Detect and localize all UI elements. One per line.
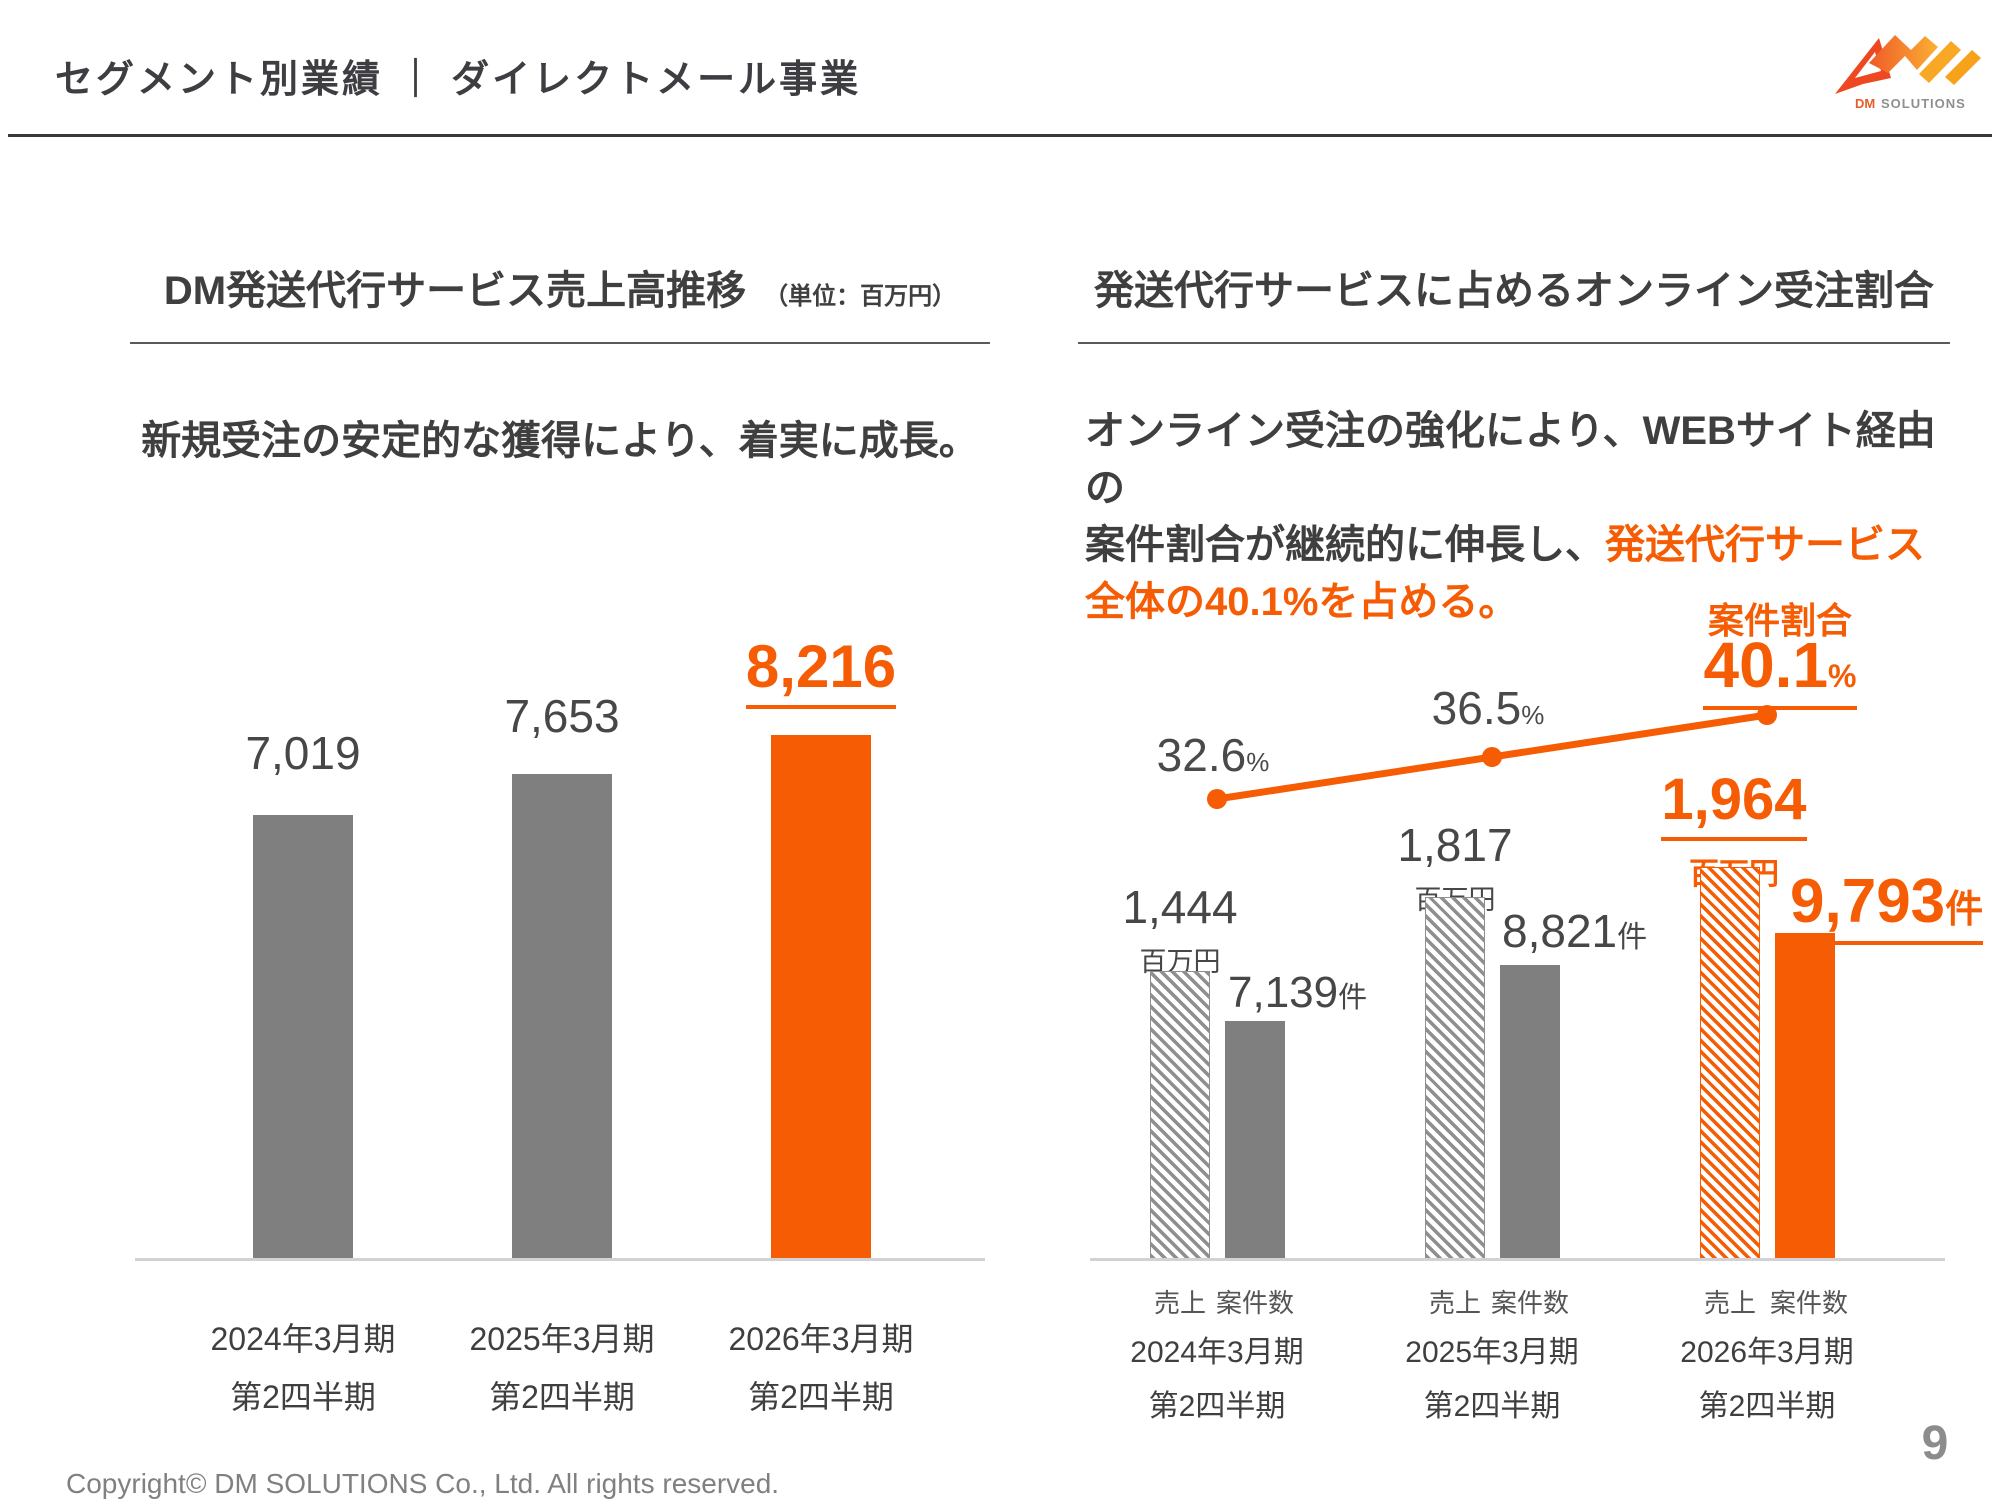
right-xlabel-2025-l2: 第2四半期 xyxy=(1423,1390,1561,1423)
right-xlabel-2024-l2: 第2四半期 xyxy=(1148,1390,1286,1423)
count-2026: 9,793件 xyxy=(1790,866,1984,945)
sales-amt-2026-underlined: 1,964 xyxy=(1661,766,1807,841)
left-chart-title: DM発送代行サービス売上高推移 xyxy=(163,269,747,313)
right-lead-l2-black: 案件割合が継続的に伸長し、 xyxy=(1085,523,1605,567)
ratio-2024-num: 32.6 xyxy=(1156,729,1247,781)
count-2024-unit: 件 xyxy=(1338,982,1368,1014)
right-lead-l1: オンライン受注の強化により、WEBサイト経由の xyxy=(1085,409,1936,510)
logo-mark-icon xyxy=(1835,35,1981,94)
page-number: 9 xyxy=(1921,1417,1949,1470)
right-xlabel-2025: 2025年3月期 第2四半期 xyxy=(1362,1326,1622,1434)
sales-amt-2025-num: 1,817 xyxy=(1397,819,1513,871)
header-divider xyxy=(8,134,1992,137)
logo-text-dm: DM xyxy=(1855,96,1875,111)
left-chart-title-row: DM発送代行サービス売上高推移 （単位：百万円） xyxy=(130,258,990,316)
bar-sales-2025 xyxy=(1425,897,1485,1259)
right-chart-title: 発送代行サービスに占めるオンライン受注割合 xyxy=(1094,269,1934,313)
count-2026-num: 9,793 xyxy=(1790,867,1946,936)
ratio-point-2025 xyxy=(1482,747,1502,767)
series-label-sales-2024: 売上 xyxy=(1153,1288,1206,1318)
ratio-value-2025: 36.5% xyxy=(1373,681,1603,735)
left-xlabel-2025: 2025年3月期 第2四半期 xyxy=(432,1310,692,1426)
ratio-2025-sign: % xyxy=(1521,700,1545,730)
sales-amt-2024: 1,444 百万円 xyxy=(1080,880,1280,979)
bar-revenue-2025 xyxy=(512,774,612,1259)
series-label-count-2026: 案件数 xyxy=(1769,1288,1848,1318)
ratio-value-2026: 40.1% xyxy=(1660,628,1900,710)
ratio-2024-sign: % xyxy=(1246,747,1270,777)
dm-solutions-logo: DM SOLUTIONS xyxy=(1835,35,1981,111)
series-label-sales-2026: 売上 xyxy=(1703,1288,1756,1318)
left-chart-unit-note: （単位：百万円） xyxy=(764,283,957,310)
ratio-2026-num: 40.1 xyxy=(1703,629,1829,701)
count-2025-num: 8,821 xyxy=(1502,905,1618,957)
bar-sales-2024 xyxy=(1150,971,1210,1259)
left-xlabel-2026-l1: 2026年3月期 xyxy=(728,1321,914,1357)
count-2024: 7,139件 xyxy=(1228,968,1367,1018)
ratio-2026-sign: % xyxy=(1828,658,1857,694)
bar-revenue-2026 xyxy=(771,735,871,1259)
right-xlabel-2026: 2026年3月期 第2四半期 xyxy=(1637,1326,1897,1434)
sales-value-2026-underlined: 8,216 xyxy=(745,632,897,709)
left-xlabel-2025-l2: 第2四半期 xyxy=(489,1379,635,1415)
right-xlabel-2026-l1: 2026年3月期 xyxy=(1680,1336,1854,1369)
ratio-value-2024: 32.6% xyxy=(1098,728,1328,782)
ratio-point-2024 xyxy=(1207,789,1227,809)
left-lead-text: 新規受注の安定的な獲得により、着実に成長。 xyxy=(141,419,979,463)
right-lead-l3-orange: 全体の40.1%を占める。 xyxy=(1085,580,1519,624)
bar-count-2024 xyxy=(1225,1021,1285,1259)
right-xlabel-2025-l1: 2025年3月期 xyxy=(1405,1336,1579,1369)
count-2024-num: 7,139 xyxy=(1228,968,1339,1017)
bar-count-2025 xyxy=(1500,965,1560,1259)
logo-text-solutions: SOLUTIONS xyxy=(1881,96,1966,111)
right-chart-title-row: 発送代行サービスに占めるオンライン受注割合 xyxy=(1078,258,1950,316)
sales-value-2024: 7,019 xyxy=(245,727,361,779)
ratio-line-chart xyxy=(1207,705,1777,809)
right-lead-l2-orange: 発送代行サービス xyxy=(1605,523,1925,567)
count-2026-unit: 件 xyxy=(1945,889,1984,931)
right-xlabel-2026-l2: 第2四半期 xyxy=(1698,1390,1836,1423)
sales-value-2025: 7,653 xyxy=(504,690,620,742)
series-label-count-2025: 案件数 xyxy=(1490,1288,1569,1318)
ratio-point-2026 xyxy=(1757,705,1777,725)
left-title-underline xyxy=(130,342,990,344)
bar-sales-2026 xyxy=(1700,867,1760,1259)
bar-revenue-2024 xyxy=(253,815,353,1259)
series-label-sales-2025: 売上 xyxy=(1428,1288,1481,1318)
right-xlabel-2024: 2024年3月期 第2四半期 xyxy=(1087,1326,1347,1434)
left-xlabel-2026-l2: 第2四半期 xyxy=(748,1379,894,1415)
copyright-text: Copyright© DM SOLUTIONS Co., Ltd. All ri… xyxy=(66,1468,780,1499)
bar-count-2026 xyxy=(1775,933,1835,1259)
count-2025: 8,821件 xyxy=(1502,904,1647,958)
ratio-2025-num: 36.5 xyxy=(1431,682,1522,734)
page-title: セグメント別業績 ｜ ダイレクトメール事業 xyxy=(55,59,862,101)
left-xlabel-2024: 2024年3月期 第2四半期 xyxy=(173,1310,433,1426)
left-chart-axis xyxy=(135,1258,985,1261)
left-xlabel-2024-l2: 第2四半期 xyxy=(230,1379,376,1415)
left-xlabel-2024-l1: 2024年3月期 xyxy=(210,1321,396,1357)
right-chart-axis xyxy=(1090,1258,1945,1261)
left-xlabel-2025-l1: 2025年3月期 xyxy=(469,1321,655,1357)
ratio-value-2026-underlined: 40.1% xyxy=(1703,628,1857,710)
right-title-underline xyxy=(1078,342,1950,344)
series-label-count-2024: 案件数 xyxy=(1215,1288,1294,1318)
right-xlabel-2024-l1: 2024年3月期 xyxy=(1130,1336,1304,1369)
sales-value-2026: 8,216 xyxy=(696,632,946,709)
ratio-series-label: 案件割合 xyxy=(1707,600,1852,641)
right-lead-text: オンライン受注の強化により、WEBサイト経由の 案件割合が継続的に伸長し、発送代… xyxy=(1085,403,1965,631)
left-xlabel-2026: 2026年3月期 第2四半期 xyxy=(691,1310,951,1426)
sales-amt-2024-num: 1,444 xyxy=(1122,881,1238,933)
count-2026-underlined: 9,793件 xyxy=(1790,866,1984,945)
count-2025-unit: 件 xyxy=(1617,921,1648,954)
sales-amt-2026-num: 1,964 xyxy=(1661,767,1807,832)
